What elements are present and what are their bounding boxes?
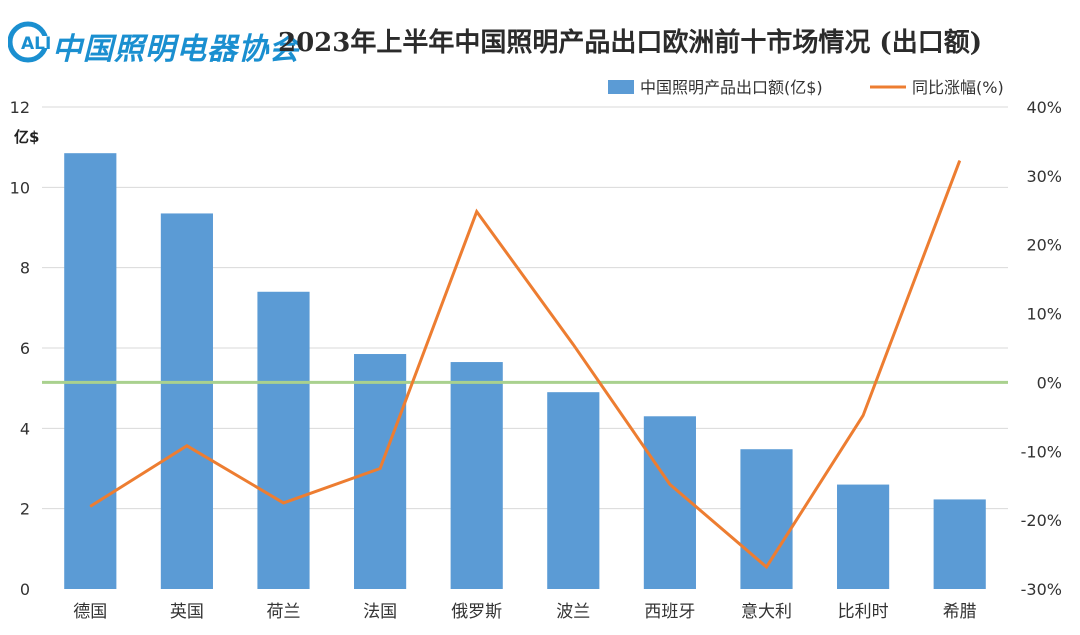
bar-1 xyxy=(160,213,213,590)
bar-6 xyxy=(643,416,696,589)
left-axis-unit: 亿$ xyxy=(14,128,39,146)
left-tick-2: 4 xyxy=(20,419,30,438)
bar-series xyxy=(64,153,986,590)
right-tick-2: -10% xyxy=(1021,442,1062,461)
growth-point-4 xyxy=(476,211,478,213)
right-tick-1: -20% xyxy=(1021,511,1062,530)
category-label-4: 俄罗斯 xyxy=(451,602,502,622)
bar-9 xyxy=(933,499,986,589)
left-tick-0: 0 xyxy=(20,580,30,599)
right-tick-5: 20% xyxy=(1026,236,1062,255)
legend-bar-label: 中国照明产品出口额(亿$) xyxy=(640,78,823,97)
growth-line xyxy=(89,160,962,570)
growth-point-1 xyxy=(186,445,188,447)
legend-line-label: 同比涨幅(%) xyxy=(912,78,1004,97)
legend: 中国照明产品出口额(亿$) 同比涨幅(%) xyxy=(608,78,1004,97)
growth-point-0 xyxy=(89,505,91,507)
line-series xyxy=(89,160,962,570)
right-tick-0: -30% xyxy=(1021,580,1062,599)
left-axis-ticks: 0 2 4 6 8 10 12 xyxy=(10,98,30,599)
category-label-3: 法国 xyxy=(363,602,397,622)
category-label-2: 荷兰 xyxy=(267,602,301,622)
growth-point-5 xyxy=(572,344,574,346)
cali-logo-icon: ALI xyxy=(8,21,52,63)
category-label-5: 波兰 xyxy=(556,602,590,622)
category-label-0: 德国 xyxy=(73,602,107,622)
bar-4 xyxy=(450,362,503,589)
right-tick-7: 40% xyxy=(1026,98,1062,117)
category-label-6: 西班牙 xyxy=(644,602,695,622)
category-label-7: 意大利 xyxy=(741,602,792,622)
category-label-8: 比利时 xyxy=(838,602,889,622)
growth-point-8 xyxy=(862,414,864,416)
bar-2 xyxy=(257,291,310,589)
left-tick-4: 8 xyxy=(20,259,30,278)
growth-point-2 xyxy=(283,502,284,504)
growth-point-6 xyxy=(669,483,671,485)
left-tick-5: 10 xyxy=(10,178,30,197)
right-tick-6: 30% xyxy=(1026,167,1062,186)
growth-point-3 xyxy=(379,468,381,469)
logo-text: 中国照明电器协会 xyxy=(52,32,300,67)
growth-point-7 xyxy=(766,566,767,568)
left-tick-6: 12 xyxy=(10,98,30,117)
category-label-1: 英国 xyxy=(170,602,204,622)
right-tick-3: 0% xyxy=(1037,373,1062,392)
left-tick-3: 6 xyxy=(20,339,30,358)
legend-bar-swatch xyxy=(608,80,634,94)
growth-point-9 xyxy=(959,160,961,162)
bar-3 xyxy=(354,354,407,589)
chart-title: 2023年上半年中国照明产品出口欧洲前十市场情况 (出口额) xyxy=(278,28,983,58)
right-axis-ticks: -30% -20% -10% 0% 10% 20% 30% 40% xyxy=(1021,98,1062,599)
svg-text:ALI: ALI xyxy=(21,34,51,54)
bar-5 xyxy=(547,392,600,589)
left-tick-1: 2 xyxy=(20,500,30,519)
category-labels: 德国 英国 荷兰 法国 俄罗斯 波兰 西班牙 意大利 比利时 希腊 xyxy=(73,602,976,622)
header: ALI 中国照明电器协会 2023年上半年中国照明产品出口欧洲前十市场情况 (出… xyxy=(0,0,1080,70)
bar-8 xyxy=(837,484,890,589)
bar-0 xyxy=(64,153,117,590)
right-tick-4: 10% xyxy=(1026,305,1062,324)
category-label-9: 希腊 xyxy=(943,602,977,622)
